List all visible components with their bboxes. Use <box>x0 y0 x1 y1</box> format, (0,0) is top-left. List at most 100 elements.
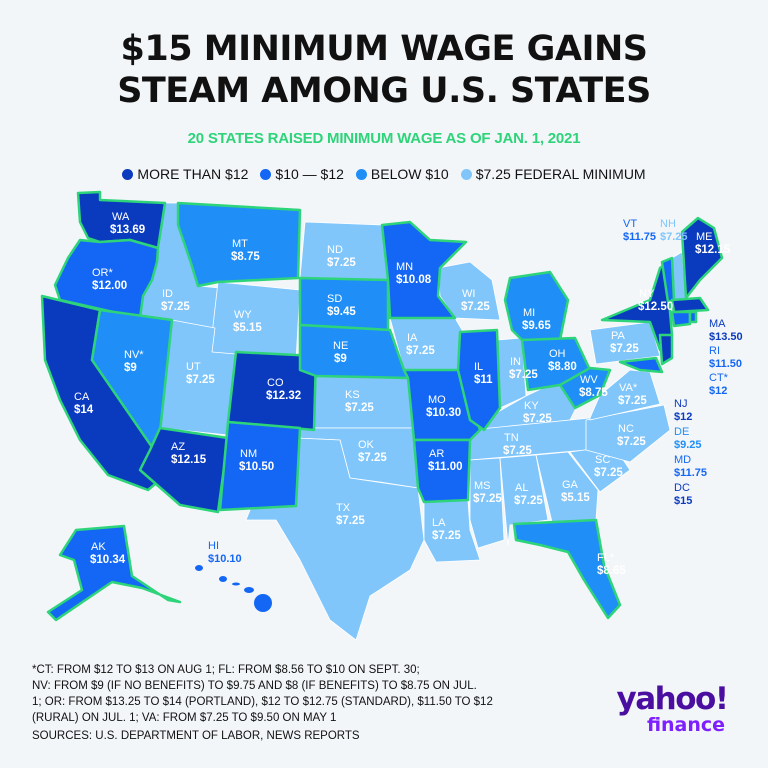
legend-item-federal-minimum: $7.25 FEDERAL MINIMUM <box>460 166 646 182</box>
label-MN-name: MN <box>396 261 413 273</box>
label-ND-value: $7.25 <box>327 257 356 269</box>
yahoo-finance-logo: yahoo! finance <box>602 683 742 735</box>
label-WY-name: WY <box>234 309 252 321</box>
state-NM <box>218 420 302 512</box>
label-MN-value: $10.08 <box>396 274 432 286</box>
footnote-line: (RURAL) ON JUL. 1; VA: FROM $7.25 TO $9.… <box>32 712 337 724</box>
side-label-CT: CT* $12 <box>709 372 728 398</box>
label-MS-value: $7.25 <box>473 493 502 505</box>
label-VA-name: VA* <box>619 382 638 394</box>
state-CO <box>226 350 318 432</box>
label-IA-value: $7.25 <box>406 345 435 357</box>
page-title: $15 MINIMUM WAGE GAINS STEAM AMONG U.S. … <box>0 28 768 112</box>
state-MA <box>670 296 710 314</box>
legend-dot-icon <box>355 168 367 180</box>
side-label-NJ: NJ $12 <box>674 398 692 424</box>
label-DE-name: DE <box>674 426 690 438</box>
label-IA-name: IA <box>407 332 418 344</box>
state-WV <box>558 366 612 410</box>
label-DC-value: $15 <box>674 495 693 507</box>
label-WY-value: $5.15 <box>233 322 262 334</box>
label-MT-name: MT <box>232 238 248 250</box>
label-OH-value: $8.80 <box>548 361 577 373</box>
label-GA-name: GA <box>562 479 579 491</box>
state-NY <box>600 260 674 352</box>
label-IN-value: $7.25 <box>509 369 538 381</box>
label-NM-value: $10.50 <box>239 461 274 473</box>
legend-label: $10 — $12 <box>275 166 344 182</box>
logo-brand: yahoo! <box>616 681 729 717</box>
label-MT-value: $8.75 <box>231 251 260 263</box>
label-WV-value: $8.75 <box>579 387 608 399</box>
label-IL-name: IL <box>474 361 483 373</box>
label-OR-name: OR* <box>92 267 114 279</box>
legend-item-10-to-12: $10 — $12 <box>260 166 344 182</box>
label-RI-value: $11.50 <box>709 358 743 370</box>
label-TN-value: $7.25 <box>503 445 532 457</box>
legend-dot-icon <box>260 168 272 180</box>
state-MT <box>176 201 302 288</box>
label-CO-value: $12.32 <box>266 390 301 402</box>
label-SD-value: $9.45 <box>327 306 356 318</box>
label-OH-name: OH <box>549 348 566 360</box>
label-KY-name: KY <box>524 400 539 412</box>
legend-dot-icon <box>460 168 472 180</box>
label-DE-value: $9.25 <box>674 439 702 451</box>
label-MD-name: MD <box>674 454 692 466</box>
footnote-line: 1; OR: FROM $13.25 TO $14 (PORTLAND), $1… <box>32 696 493 708</box>
label-AZ-name: AZ <box>171 441 185 453</box>
label-ND-name: ND <box>327 244 343 256</box>
label-SD-name: SD <box>327 293 342 305</box>
label-NJ-name: NJ <box>674 398 688 410</box>
state-NJ <box>658 333 674 366</box>
label-ME-name: ME <box>696 231 713 243</box>
label-OR-value: $12.00 <box>92 280 127 292</box>
sources: SOURCES: U.S. DEPARTMENT OF LABOR, NEWS … <box>32 730 360 742</box>
label-CA-name: CA <box>74 391 90 403</box>
label-AL-value: $7.25 <box>514 495 543 507</box>
state-CT <box>670 310 692 328</box>
side-label-VT: VT $11.75 <box>623 218 656 244</box>
label-LA-name: LA <box>432 517 446 529</box>
label-HI-value: $10.10 <box>208 553 242 565</box>
state-AK <box>46 524 182 622</box>
label-NV-name: NV* <box>124 349 144 361</box>
label-DC-name: DC <box>674 482 690 494</box>
label-AL-name: AL <box>515 482 528 494</box>
label-WA-value: $13.69 <box>110 224 145 236</box>
label-NM-name: NM <box>240 448 257 460</box>
side-label-NH: NH $7.25 <box>660 218 688 244</box>
footnote-line: *CT: FROM $12 TO $13 ON AUG 1; FL: FROM … <box>32 664 420 676</box>
label-MO-value: $10.30 <box>426 407 461 419</box>
state-FL <box>512 518 622 620</box>
label-MA-name: MA <box>709 318 726 330</box>
state-ME <box>680 216 724 300</box>
label-VT-value: $11.75 <box>623 231 657 243</box>
label-IN-name: IN <box>510 356 521 368</box>
state-NE <box>298 323 410 380</box>
legend: MORE THAN $12 $10 — $12 BELOW $10 $7.25 … <box>0 166 768 182</box>
label-FL-value: $8.65 <box>597 565 626 577</box>
label-VT-name: VT <box>623 218 638 230</box>
side-label-RI: RI $11.50 <box>709 345 742 371</box>
label-NY-value: $12.50 <box>638 301 673 313</box>
label-NV-value: $9 <box>124 362 137 374</box>
label-AR-name: AR <box>429 448 444 460</box>
state-SD <box>298 276 390 332</box>
label-MI-value: $9.65 <box>522 320 551 332</box>
label-MA-value: $13.50 <box>709 331 743 343</box>
state-IL <box>456 328 502 432</box>
label-CT-name: CT* <box>709 372 728 384</box>
label-AK-value: $10.34 <box>90 554 126 566</box>
label-MS-name: MS <box>474 480 491 492</box>
label-GA-value: $5.15 <box>561 492 590 504</box>
label-HI-name: HI <box>208 540 219 552</box>
label-TX-value: $7.25 <box>336 515 365 527</box>
side-label-DC: DC $15 <box>674 482 692 508</box>
label-NC-value: $7.25 <box>617 436 646 448</box>
logo-product: finance <box>646 714 726 736</box>
legend-dot-icon <box>122 168 134 180</box>
label-ID-value: $7.25 <box>161 301 190 313</box>
label-WV-name: WV <box>580 374 598 386</box>
